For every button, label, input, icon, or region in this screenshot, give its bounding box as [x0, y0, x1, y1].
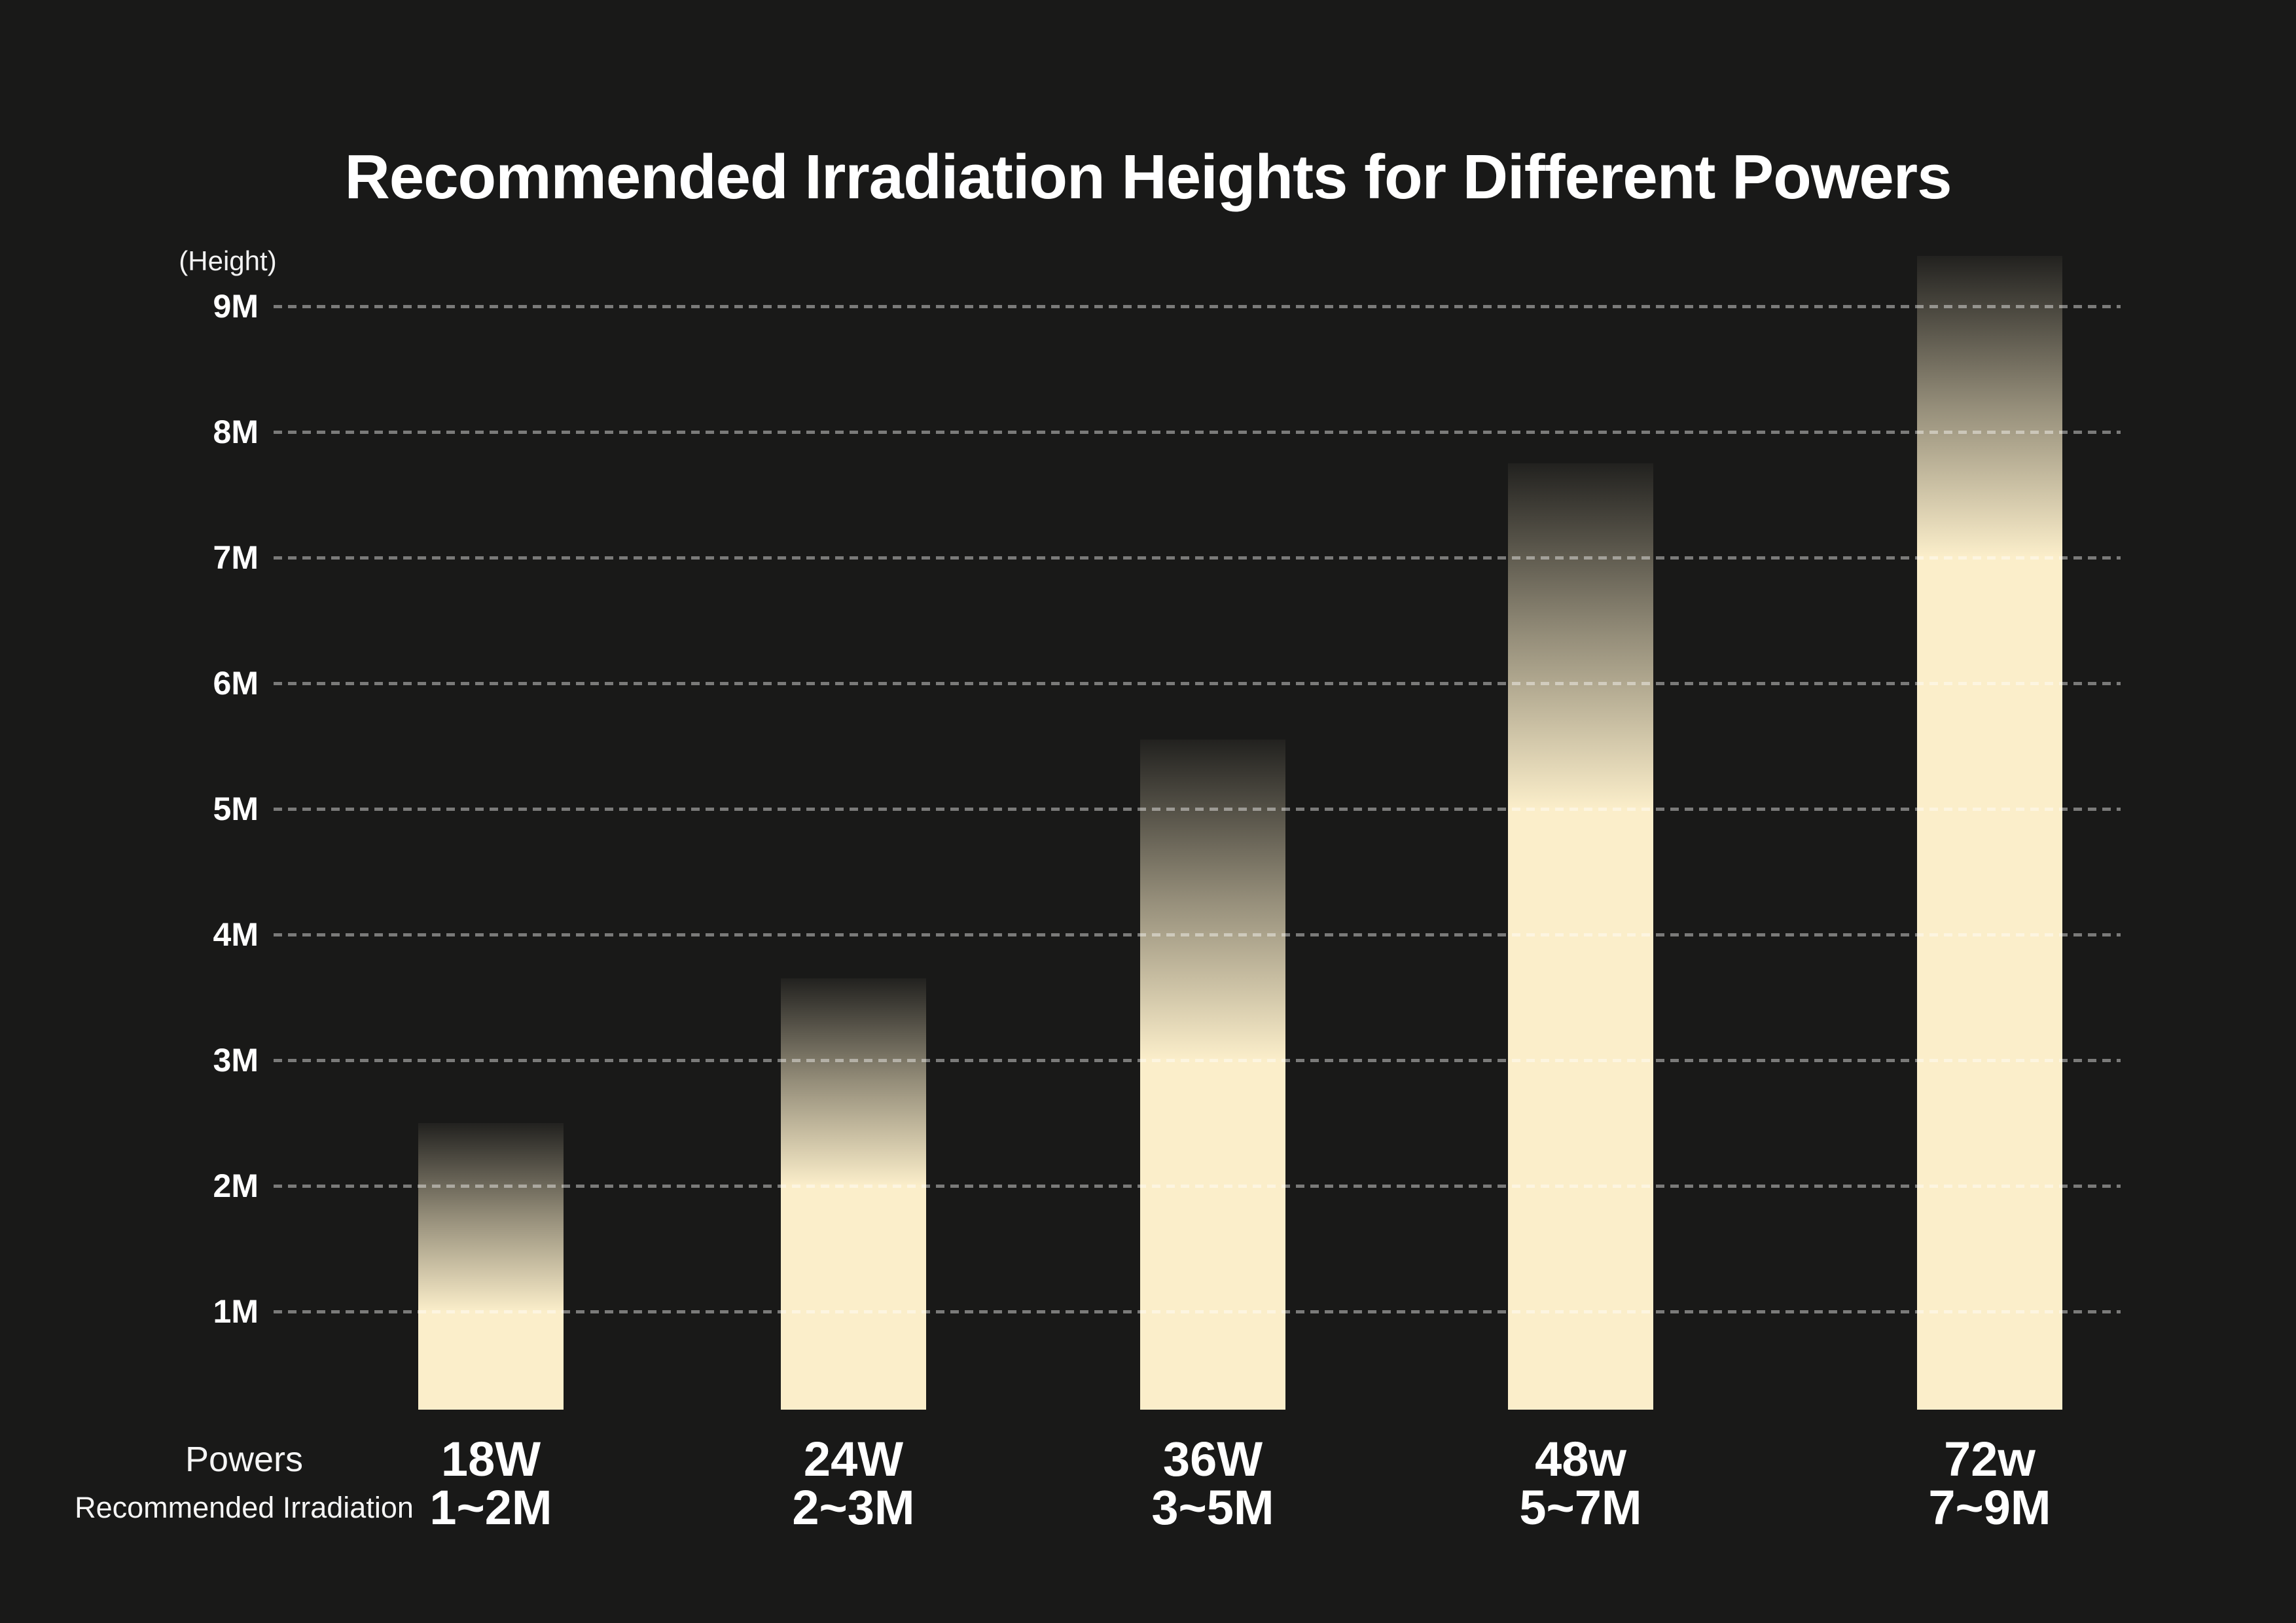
y-axis-tick-label-9m: 9M — [213, 288, 259, 325]
y-axis-unit-label: (Height) — [179, 245, 277, 276]
range-label-18w: 1~2M — [429, 1480, 552, 1535]
y-axis-tick-label-7m: 7M — [213, 539, 259, 576]
gridline-1m — [274, 1310, 2121, 1313]
power-label-18w: 18W — [440, 1432, 541, 1486]
power-label-72w: 72w — [1944, 1432, 2036, 1486]
power-label-48w: 48w — [1535, 1432, 1626, 1486]
power-label-24w: 24W — [803, 1432, 904, 1486]
y-axis-tick-label-4m: 4M — [213, 916, 259, 953]
gridline-7m — [274, 556, 2121, 560]
gridline-4m — [274, 933, 2121, 936]
gridline-2m — [274, 1185, 2121, 1188]
power-label-36w: 36W — [1162, 1432, 1263, 1486]
y-axis-tick-label-6m: 6M — [213, 665, 259, 702]
range-label-36w: 3~5M — [1151, 1480, 1274, 1535]
bar-36w — [1140, 740, 1285, 1410]
range-label-72w: 7~9M — [1928, 1480, 2051, 1535]
x-axis-row-label-powers: Powers — [185, 1440, 304, 1479]
y-axis-tick-label-3m: 3M — [213, 1042, 259, 1079]
y-axis-tick-label-2m: 2M — [213, 1168, 259, 1204]
range-label-24w: 2~3M — [792, 1480, 915, 1535]
range-label-48w: 5~7M — [1519, 1480, 1642, 1535]
gridline-5m — [274, 808, 2121, 811]
y-axis-tick-label-8m: 8M — [213, 414, 259, 450]
bar-18w — [418, 1123, 564, 1410]
bar-24w — [781, 978, 926, 1410]
y-axis-tick-label-5m: 5M — [213, 791, 259, 827]
gridline-6m — [274, 682, 2121, 685]
gridline-9m — [274, 305, 2121, 308]
bar-72w — [1917, 256, 2062, 1410]
gridline-8m — [274, 431, 2121, 434]
y-axis-tick-label-1m: 1M — [213, 1293, 259, 1330]
gridline-3m — [274, 1059, 2121, 1062]
x-axis-row-label-recommended-irradiation: Recommended Irradiation — [75, 1491, 414, 1524]
chart-title: Recommended Irradiation Heights for Diff… — [344, 142, 1952, 212]
bar-48w — [1508, 463, 1653, 1410]
